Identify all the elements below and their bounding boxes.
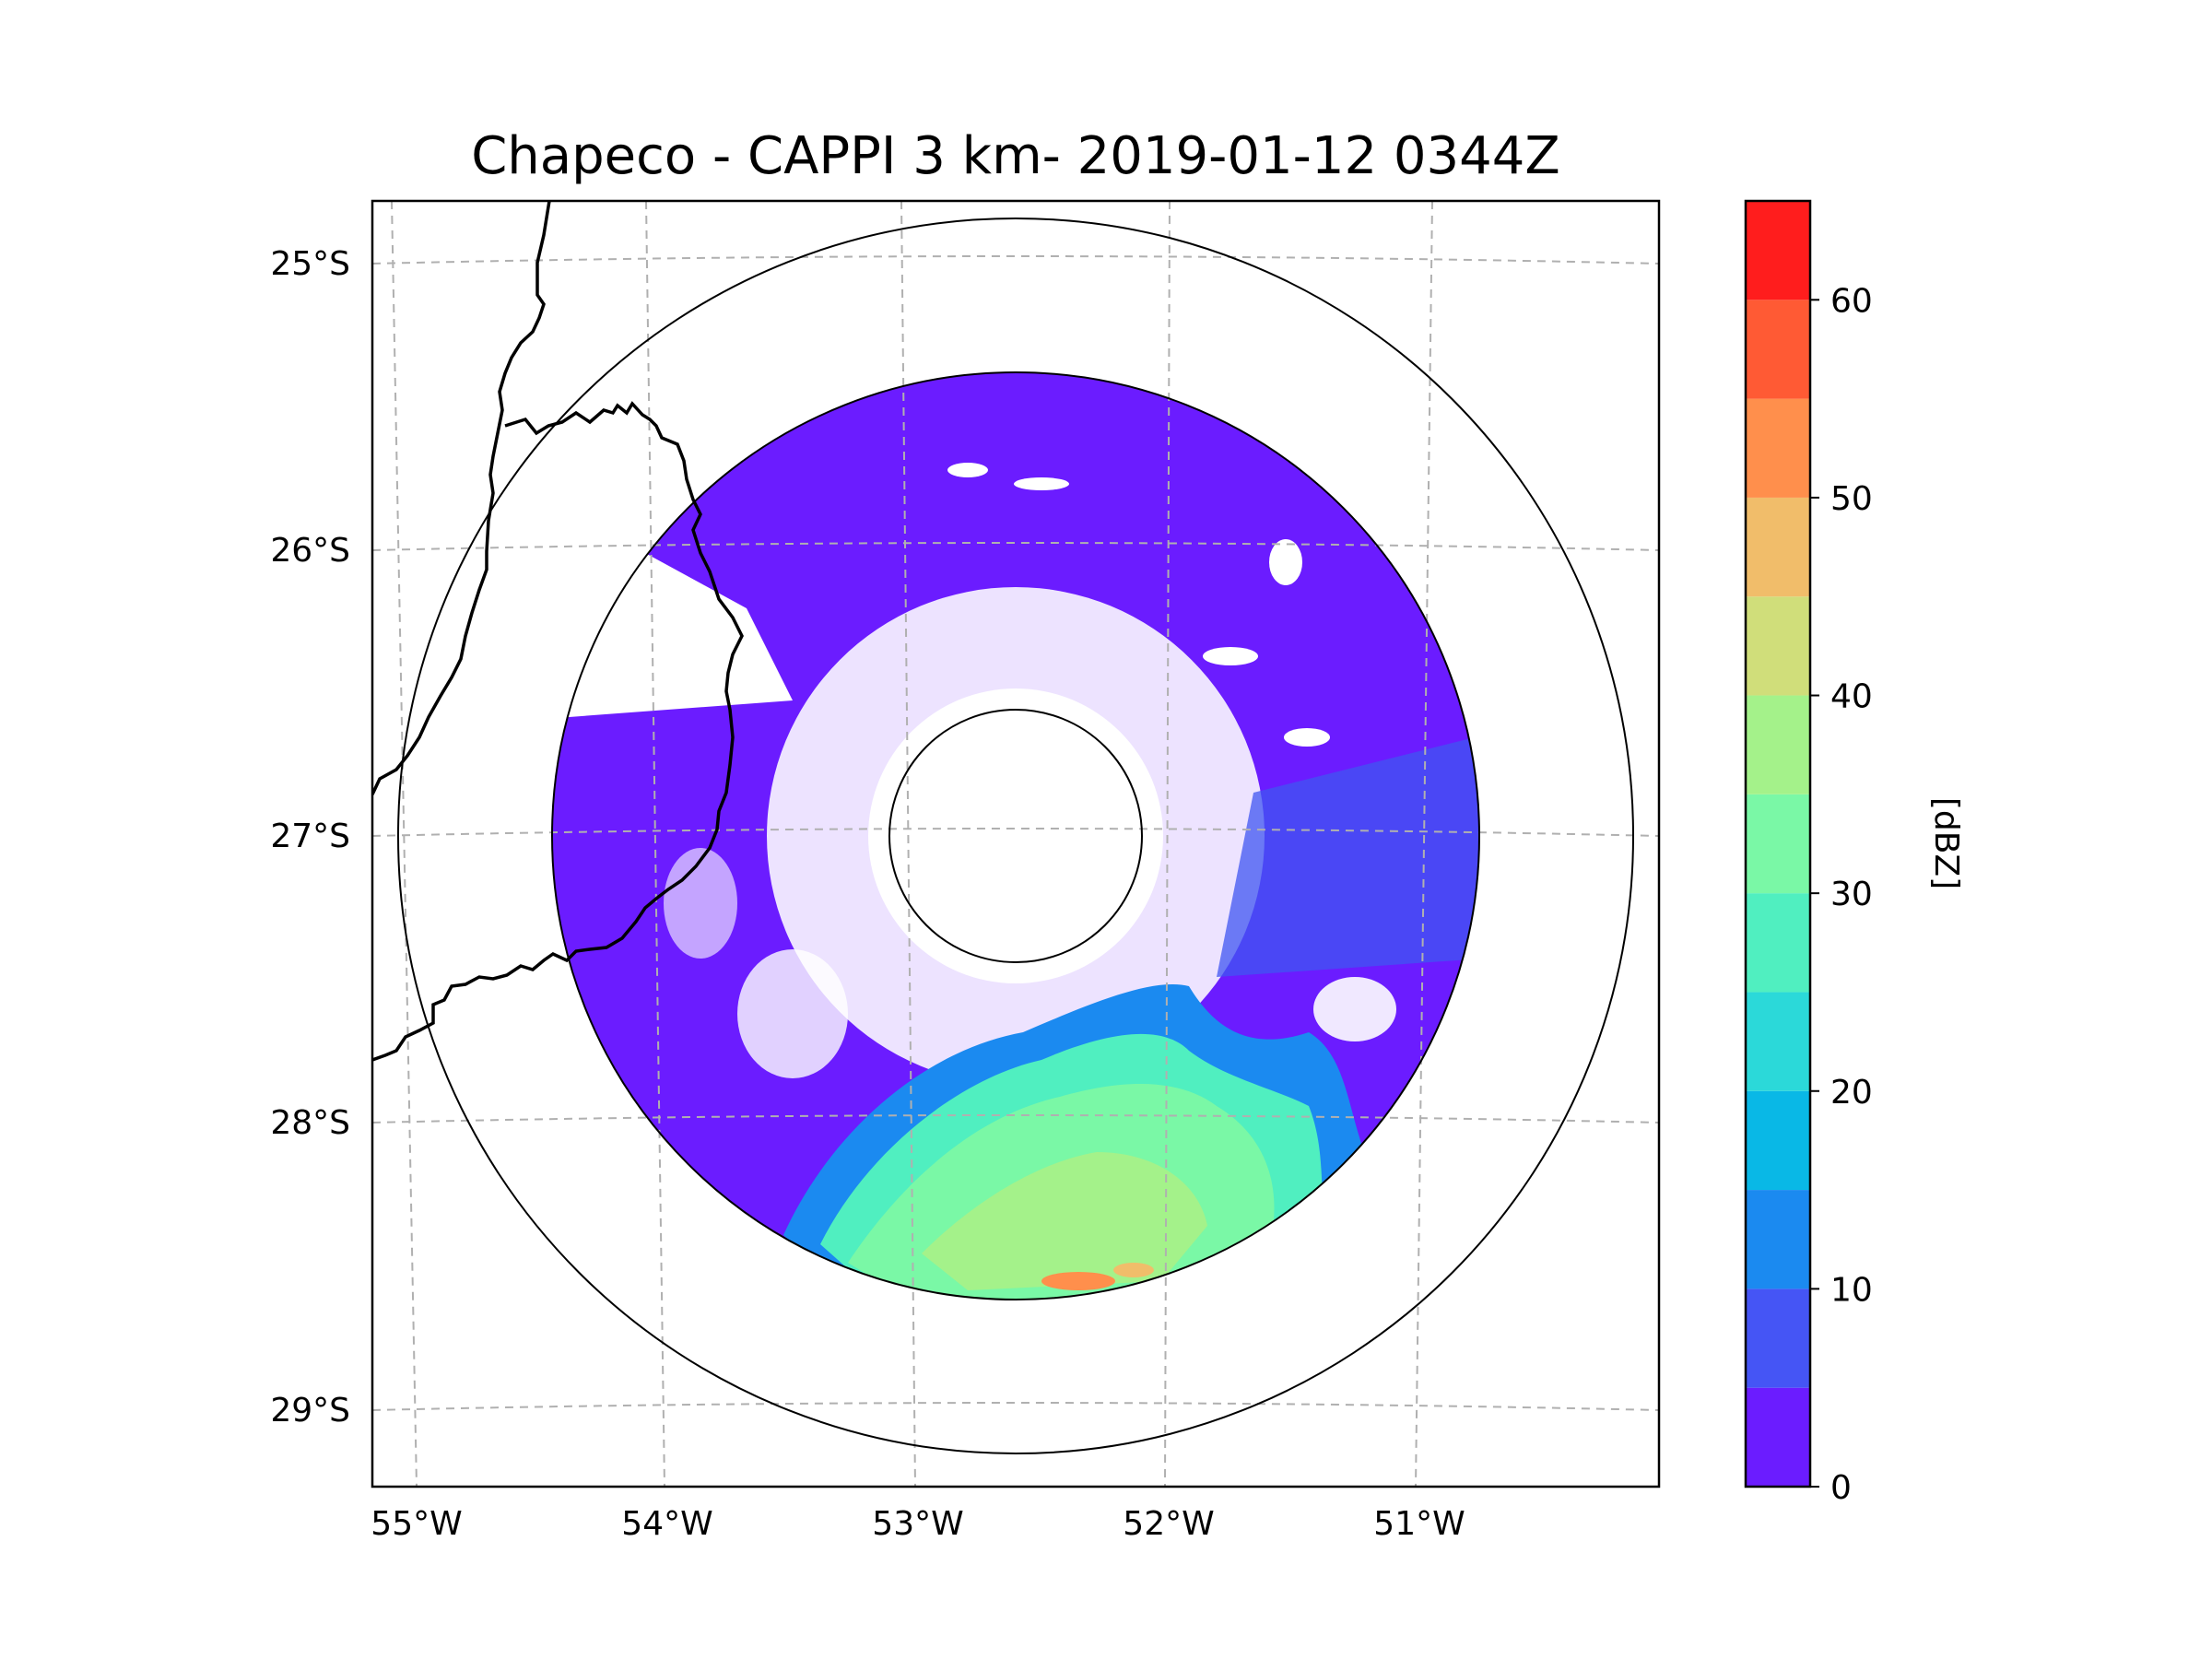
colorbar-tick-label: 20: [1830, 1074, 1873, 1112]
colorbar-segment: [1746, 497, 1810, 597]
colorbar-tick-label: 60: [1830, 282, 1873, 320]
political-borders: [372, 201, 744, 1062]
colorbar-segment: [1746, 596, 1810, 696]
lon-tick-label: 54°W: [621, 1505, 712, 1543]
range-ring-250km: [551, 371, 1480, 1300]
colorbar-segment: [1746, 1090, 1810, 1191]
colorbar-segment: [1746, 398, 1810, 498]
colorbar-segment: [1746, 1190, 1810, 1289]
colorbar-segments: [1746, 201, 1810, 1487]
map-frame: [371, 199, 1661, 1488]
range-ring-400km: [397, 218, 1634, 1454]
colorbar-frame: [1744, 199, 1812, 1488]
colorbar: 0 10 20 30 40 50 60 [dBZ]: [1744, 199, 1965, 1507]
colorbar-tick-label: 50: [1830, 480, 1873, 518]
colorbar-ticks: 0 10 20 30 40 50 60: [1810, 282, 1873, 1507]
colorbar-segment: [1746, 794, 1810, 894]
colorbar-segment: [1746, 893, 1810, 993]
colorbar-segment: [1746, 695, 1810, 794]
map-area: [372, 201, 1659, 1487]
chart-title: Chapeco - CAPPI 3 km- 2019-01-12 0344Z: [471, 126, 1560, 186]
colorbar-tick-label: 40: [1830, 678, 1873, 716]
colorbar-segment: [1746, 201, 1810, 300]
lat-tick-labels: 25°S 26°S 27°S 28°S 29°S: [270, 245, 350, 1430]
colorbar-segment: [1746, 1387, 1810, 1487]
colorbar-label: [dBZ]: [1927, 797, 1965, 889]
lat-tick-label: 27°S: [270, 818, 350, 855]
lat-tick-label: 28°S: [270, 1104, 350, 1142]
colorbar-tick-label: 30: [1830, 876, 1873, 913]
graticule: [372, 201, 1659, 1487]
lon-tick-labels: 55°W 54°W 53°W 52°W 51°W: [371, 1505, 1465, 1543]
colorbar-segment: [1746, 300, 1810, 399]
colorbar-tick-label: 10: [1830, 1271, 1873, 1309]
lat-tick-label: 26°S: [270, 532, 350, 570]
lon-tick-label: 53°W: [872, 1505, 963, 1543]
colorbar-segment: [1746, 1288, 1810, 1388]
lon-tick-label: 55°W: [371, 1505, 462, 1543]
lat-tick-label: 25°S: [270, 245, 350, 283]
range-ring-100km: [888, 709, 1143, 963]
range-rings: [397, 218, 1634, 1454]
colorbar-tick-label: 0: [1830, 1469, 1852, 1507]
lon-tick-label: 51°W: [1373, 1505, 1465, 1543]
lat-tick-label: 29°S: [270, 1392, 350, 1430]
colorbar-segment: [1746, 992, 1810, 1091]
lon-tick-label: 52°W: [1123, 1505, 1214, 1543]
